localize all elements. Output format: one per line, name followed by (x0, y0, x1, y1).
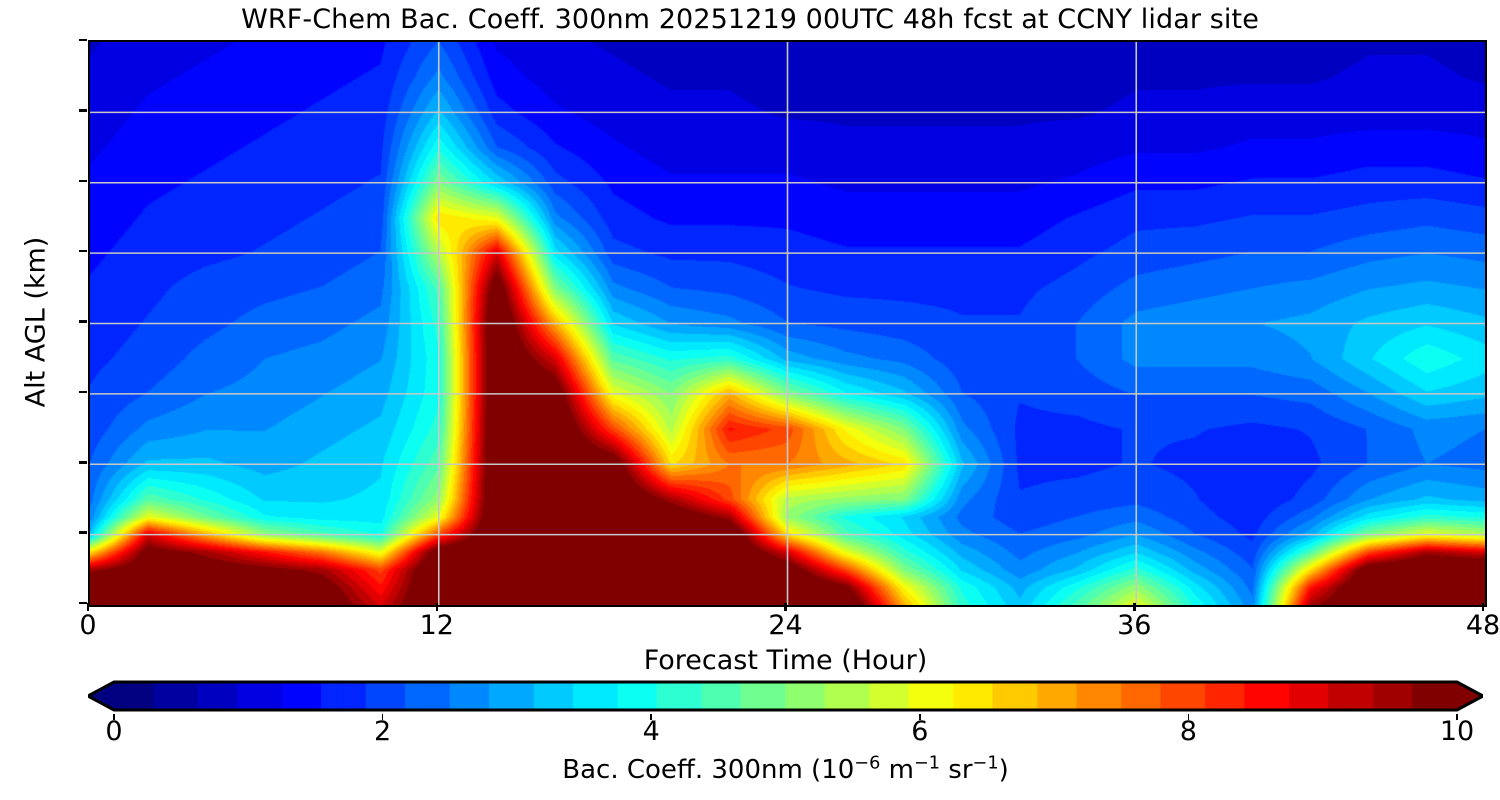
colorbar (88, 678, 1483, 714)
x-tick-mark (784, 603, 787, 611)
y-tick-mark (79, 320, 87, 323)
y-axis-label: Alt AGL (km) (20, 236, 52, 407)
chart-title: WRF-Chem Bac. Coeff. 300nm 20251219 00UT… (241, 4, 1259, 35)
colorbar-tick-label-0: 0 (105, 716, 123, 747)
x-axis-label: Forecast Time (Hour) (643, 645, 928, 676)
colorbar-tick-label-8: 8 (1179, 716, 1197, 747)
colorbar-tick-mark (1187, 714, 1190, 720)
colorbar-tick-mark (650, 714, 652, 720)
x-tick-label-24: 24 (768, 610, 803, 641)
y-tick-mark (79, 38, 87, 42)
colorbar-tick-mark (113, 714, 115, 720)
x-tick-label-48: 48 (1465, 610, 1500, 641)
colorbar-tick-label-4: 4 (642, 716, 660, 747)
y-tick-mark (79, 109, 87, 112)
x-tick-label-36: 36 (1117, 610, 1152, 641)
x-tick-mark (86, 603, 90, 611)
colorbar-tick-label-2: 2 (374, 716, 392, 747)
x-tick-label-0: 0 (79, 610, 97, 641)
colorbar-tick-label-6: 6 (911, 716, 929, 747)
y-tick-mark (79, 601, 87, 605)
colorbar-tick-mark (381, 714, 384, 720)
plot-area (88, 40, 1487, 607)
colorbar-tick-mark (1456, 714, 1458, 720)
contour-field (90, 42, 1485, 605)
colorbar-label: Bac. Coeff. 300nm (10−6 m−1 sr−1) (562, 753, 1009, 785)
y-tick-mark (79, 249, 87, 253)
x-tick-mark (1133, 603, 1136, 611)
y-tick-mark (79, 390, 87, 394)
y-tick-mark (79, 179, 87, 182)
x-tick-mark (1481, 603, 1485, 611)
x-tick-mark (435, 603, 438, 611)
y-tick-mark (79, 531, 87, 534)
y-tick-mark (79, 461, 87, 464)
x-tick-label-12: 12 (419, 610, 454, 641)
colorbar-tick-mark (919, 714, 921, 720)
colorbar-tick-label-10: 10 (1439, 716, 1475, 747)
